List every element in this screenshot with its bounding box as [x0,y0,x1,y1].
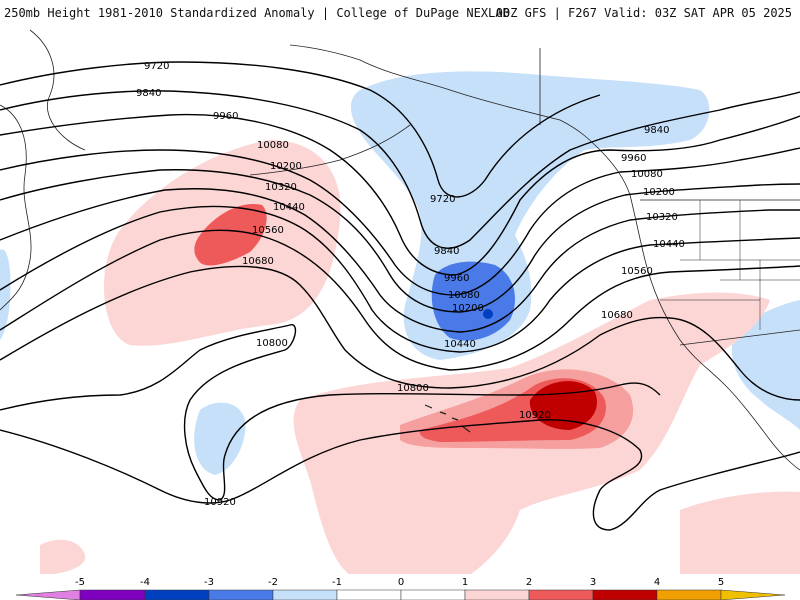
contour-10800 [0,324,661,501]
anomaly-colorbar: -5 -4 -3 -2 -1 0 1 2 3 4 5 [0,574,800,600]
contour-10680 [0,265,800,401]
contour-label: 10440 [444,339,476,350]
positive-anomaly-southeast [680,491,800,575]
contour-label: 10320 [265,182,297,193]
contour-9840 [0,90,800,249]
contour-label: 10440 [653,239,685,250]
colorbar-swatch-pos1 [464,589,530,600]
contour-label: 10080 [631,169,663,180]
contour-label: 10320 [646,212,678,223]
colorbar-swatch-pos4 [656,589,722,600]
contour-label: 10800 [256,338,288,349]
contour-label: 10800 [397,383,429,394]
colorbar-tick: -4 [140,577,150,588]
coastline-alaska [289,44,601,151]
contour-label: 9840 [434,246,459,257]
colorbar-swatch-neg4 [144,589,210,600]
contour-label: 10080 [257,140,289,151]
model-run-info: 00Z GFS | F267 Valid: 03Z SAT APR 05 202… [495,6,792,20]
border-us-mexico [679,329,800,346]
colorbar-swatch-pos3 [592,589,658,600]
negative-anomaly-core [431,261,515,341]
map-title: 250mb Height 1981-2010 Standardized Anom… [4,6,510,20]
map-header: 250mb Height 1981-2010 Standardized Anom… [0,0,800,26]
hawaii-islands [424,404,471,433]
colorbar-arrow-right [720,589,786,600]
negative-anomaly-center [483,309,493,319]
colorbar-swatch-neg3 [208,589,274,600]
contour-label: 9720 [430,194,455,205]
positive-anomaly-max [529,381,598,430]
contour-labels: 9720 9840 9960 10080 10200 10320 10440 1… [136,61,685,508]
coastline-kamchatka [29,29,86,151]
contour-label: 10560 [252,225,284,236]
colorbar-tick: 4 [654,577,660,588]
contour-10920 [0,419,800,531]
contour-10320 [0,188,800,333]
colorbar-tick: 3 [590,577,596,588]
colorbar-tick: 5 [718,577,724,588]
contour-10560 [0,229,800,371]
colorbar-swatch-pos0 [400,589,466,600]
colorbar-swatches [15,589,786,600]
anomaly-shading [0,71,800,575]
colorbar-tick: -5 [75,577,85,588]
contour-label: 9840 [644,125,669,136]
coastline-asia [0,104,32,311]
colorbar-tick: 1 [462,577,468,588]
contour-label: 10680 [601,310,633,321]
contour-label: 10200 [452,303,484,314]
colorbar-tick: 0 [398,577,404,588]
colorbar-swatch-neg5 [79,589,146,600]
contour-10200 [0,169,800,313]
height-contours [0,61,800,531]
contour-label: 10560 [621,266,653,277]
contour-label: 10200 [270,161,302,172]
contour-10440 [0,205,800,353]
contour-label: 9840 [136,88,161,99]
contour-label: 10440 [273,202,305,213]
coastlines [0,29,800,471]
contour-label: 9960 [213,111,238,122]
contour-label: 10920 [204,497,236,508]
colorbar-tick: -2 [268,577,278,588]
negative-anomaly-central [194,402,246,475]
colorbar-ticks: -5 -4 -3 -2 -1 0 1 2 3 4 5 [75,577,724,588]
contour-label: 9960 [621,153,646,164]
coastline-aleutians [249,124,411,176]
colorbar-tick: -1 [332,577,342,588]
colorbar-swatch-neg2 [272,589,338,600]
contour-label: 10920 [519,410,551,421]
contour-label: 10080 [448,290,480,301]
contour-label: 9960 [444,273,469,284]
contour-label: 10680 [242,256,274,267]
contour-9960 [0,113,800,276]
contour-label: 10200 [643,187,675,198]
contour-9720 [0,61,601,198]
colorbar-tick: -3 [204,577,214,588]
colorbar-swatch-pos2 [528,589,594,600]
positive-anomaly-nw-core [194,204,267,266]
negative-anomaly-west [0,249,11,340]
colorbar-tick: 2 [526,577,532,588]
colorbar-swatch-neg1 [336,589,402,600]
contour-10080 [0,147,800,296]
height-anomaly-map: 9720 9840 9960 10080 10200 10320 10440 1… [0,26,800,578]
positive-anomaly-southwest [40,539,86,575]
contour-label: 9720 [144,61,169,72]
